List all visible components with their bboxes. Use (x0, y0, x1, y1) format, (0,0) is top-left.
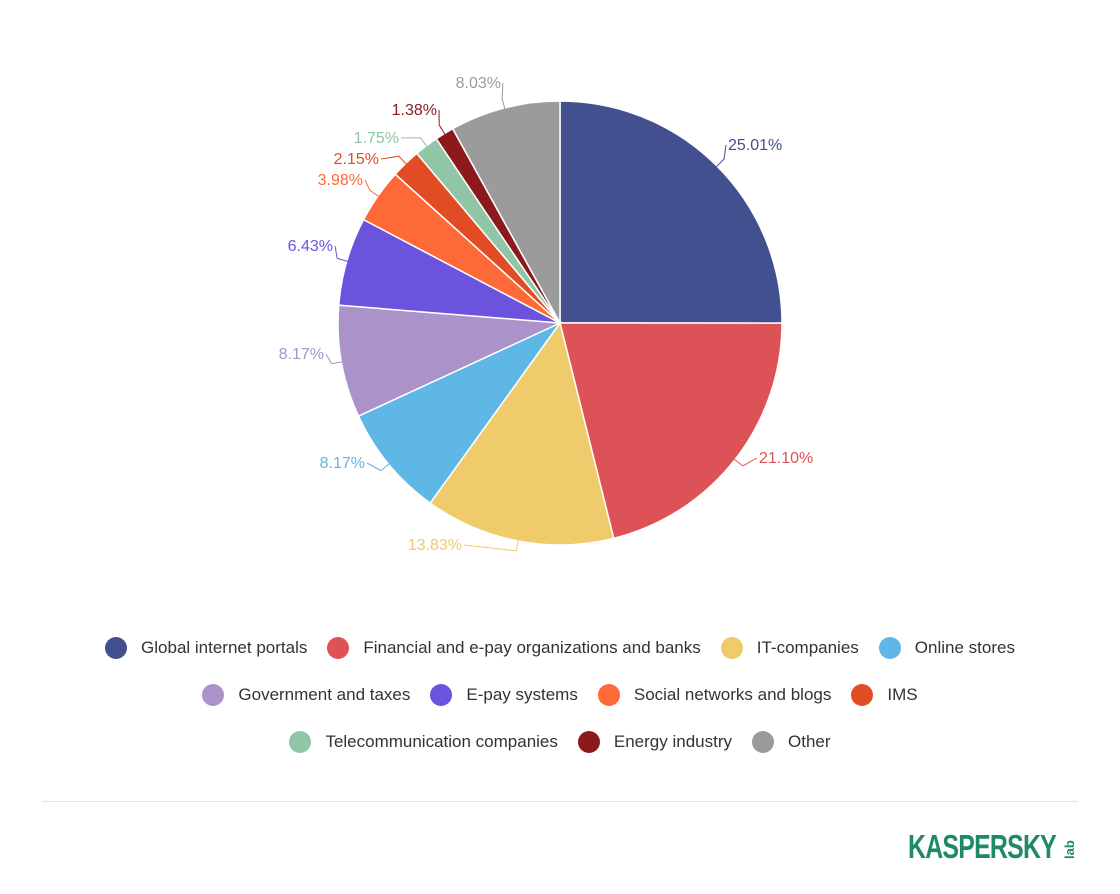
legend-item-ims: IMS (851, 684, 918, 706)
legend-label: Online stores (914, 638, 1015, 657)
footer-divider (42, 801, 1078, 802)
leader-line-financial-and-e-pay-organizations-and-banks (733, 457, 758, 467)
slice-label-energy-industry: 1.38% (392, 102, 437, 119)
leader-lines (325, 82, 758, 552)
legend-swatch (327, 637, 350, 659)
legend-swatch (851, 684, 874, 706)
leader-line-online-stores (366, 462, 390, 472)
leader-line-energy-industry (438, 109, 446, 135)
legend-swatch (105, 637, 128, 659)
leader-line-it-companies (463, 539, 519, 552)
slice-label-government-and-taxes: 8.17% (279, 346, 324, 363)
pie-slice-global-internet-portals (559, 100, 783, 324)
legend-item-e-pay-systems: E-pay systems (430, 684, 578, 706)
slice-label-online-stores: 8.17% (320, 455, 365, 472)
legend-label: IMS (887, 685, 918, 704)
kaspersky-lab-logo: KASPERSKY lab (908, 828, 1077, 865)
legend-row-1: Global internet portals Financial and e-… (0, 637, 1120, 659)
legend-label: Telecommunication companies (325, 732, 558, 751)
legend-label: Global internet portals (141, 638, 308, 657)
leader-line-government-and-taxes (325, 353, 343, 365)
legend-item-financial-organizations: Financial and e-pay organizations and ba… (327, 637, 701, 659)
slice-labels: 25.01% 21.10% 13.83% 8.17% 8.17% 6.43% 3.98% 2.… (279, 75, 814, 554)
slice-label-social-networks-and-blogs: 3.98% (318, 172, 363, 189)
legend-swatch (289, 731, 312, 753)
pie-chart: 25.01% 21.10% 13.83% 8.17% 8.17% 6.43% 3.98% 2.… (279, 75, 814, 554)
legend-label: Social networks and blogs (633, 685, 832, 704)
leader-line-e-pay-systems (334, 245, 348, 262)
legend-item-energy-industry: Energy industry (577, 731, 733, 753)
legend-swatch (597, 684, 620, 706)
pie-slices (337, 100, 783, 546)
slice-label-global-internet-portals: 25.01% (728, 137, 782, 154)
legend-item-it-companies: IT-companies (720, 637, 859, 659)
legend-label: Financial and e-pay organizations and ba… (363, 638, 701, 657)
legend-item-other: Other (752, 731, 831, 753)
legend-item-government-and-taxes: Government and taxes (202, 684, 410, 706)
legend-row-2: Government and taxes E-pay systems Socia… (0, 684, 1120, 706)
leader-line-global-internet-portals (715, 144, 727, 168)
leader-line-social-networks-and-blogs (364, 179, 380, 197)
legend-swatch (430, 684, 453, 706)
logo-suffix: lab (1062, 840, 1077, 859)
leader-line-ims (380, 155, 407, 165)
leader-line-telecommunication-companies (400, 137, 428, 147)
slice-label-it-companies: 13.83% (408, 537, 462, 554)
slice-label-telecommunication-companies: 1.75% (354, 130, 399, 147)
legend-swatch (720, 637, 743, 659)
legend-label: Government and taxes (238, 685, 411, 704)
legend-label: Other (788, 732, 831, 751)
slice-label-financial-and-e-pay-organizations-and-banks: 21.10% (759, 450, 813, 467)
slice-label-ims: 2.15% (334, 151, 379, 168)
legend-row-3: Telecommunication companies Energy indus… (0, 731, 1120, 753)
legend-label: Energy industry (613, 732, 733, 751)
logo-wordmark: KASPERSKY (908, 828, 1057, 865)
legend-swatch (752, 731, 775, 753)
legend-swatch (878, 637, 901, 659)
legend-item-online-stores: Online stores (878, 637, 1015, 659)
slice-label-other: 8.03% (456, 75, 501, 92)
legend-label: E-pay systems (466, 685, 578, 704)
legend-label: IT-companies (756, 638, 859, 657)
legend-item-social-networks: Social networks and blogs (597, 684, 832, 706)
legend-swatch (202, 684, 225, 706)
slice-label-e-pay-systems: 6.43% (288, 238, 333, 255)
leader-line-other (501, 82, 506, 110)
legend-swatch (577, 731, 600, 753)
legend-item-global-internet-portals: Global internet portals (105, 637, 307, 659)
legend-item-telecommunication: Telecommunication companies (289, 731, 558, 753)
